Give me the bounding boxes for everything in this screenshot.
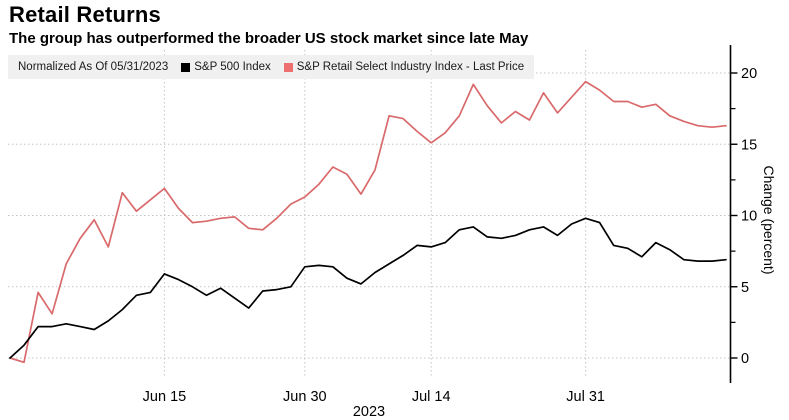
y-tick-label-0: 0: [741, 351, 749, 367]
y-axis-title: Change (percent): [761, 165, 777, 275]
retail-index-swatch-icon: [283, 62, 293, 72]
legend-item-retail-index: S&P Retail Select Industry Index - Last …: [283, 61, 525, 73]
legend-label-retail-index: S&P Retail Select Industry Index - Last …: [296, 61, 525, 73]
x-tick-label-Jul 14: Jul 14: [412, 389, 451, 405]
x-tick-label-Jul 31: Jul 31: [566, 389, 605, 405]
series-line-retail-index: [9, 80, 727, 364]
y-tick-label-10: 10: [741, 209, 757, 225]
series-line-sp500: [9, 217, 727, 359]
x-tick-label-Jun 15: Jun 15: [143, 389, 187, 405]
x-tick-label-Jun 30: Jun 30: [283, 389, 327, 405]
x-axis-year-label: 2023: [353, 404, 385, 420]
legend-normalized-note: Normalized As Of 05/31/2023: [18, 61, 169, 73]
y-tick-label-5: 5: [741, 280, 749, 296]
page-title: Retail Returns: [9, 2, 161, 27]
chart-subtitle: The group has outperformed the broader U…: [9, 30, 529, 47]
legend-item-sp500: S&P 500 Index: [181, 61, 271, 73]
y-tick-label-20: 20: [741, 66, 757, 82]
legend-label-sp500: S&P 500 Index: [194, 61, 271, 73]
sp500-swatch-icon: [181, 62, 191, 72]
y-tick-label-15: 15: [741, 137, 757, 153]
chart-legend: Normalized As Of 05/31/2023 S&P 500 Inde…: [8, 55, 535, 79]
